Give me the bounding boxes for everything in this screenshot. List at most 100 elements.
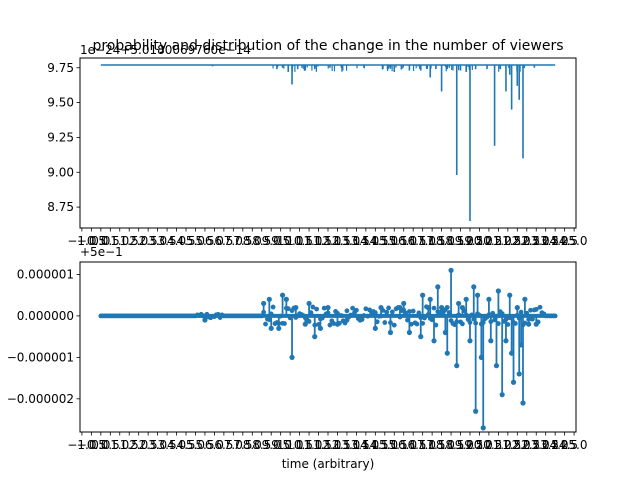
spike-point xyxy=(378,305,384,311)
spike-point xyxy=(471,284,477,290)
x-tick-label: 0.0 xyxy=(91,234,110,248)
x-tick-label: 5.5 xyxy=(195,234,214,248)
spike-point xyxy=(302,321,308,327)
bottom-x-ticks: −1.0−0.50.00.51.01.52.02.53.03.54.04.55.… xyxy=(67,432,587,452)
data-point xyxy=(444,305,450,310)
spike-point xyxy=(397,305,403,311)
y-tick-label: 0.000000 xyxy=(17,309,74,323)
spike-point xyxy=(357,317,363,323)
x-tick-label: 21.0 xyxy=(485,234,512,248)
x-tick-label: 25.0 xyxy=(561,438,588,452)
x-tick-label: 19.5 xyxy=(457,234,484,248)
x-tick-label: 15.0 xyxy=(371,234,398,248)
x-tick-label: 12.0 xyxy=(315,438,342,452)
x-tick-label: 6.5 xyxy=(214,234,233,248)
x-tick-label: 0.5 xyxy=(101,234,120,248)
x-tick-label: 15.5 xyxy=(381,438,408,452)
x-tick-label: 2.5 xyxy=(139,234,158,248)
x-tick-label: 3.5 xyxy=(158,234,177,248)
x-tick-label: 7.0 xyxy=(224,438,243,452)
spike-point xyxy=(293,305,299,311)
x-tick-label: 13.5 xyxy=(343,234,370,248)
y-tick-label: 8.75 xyxy=(47,200,74,214)
x-tick-label: 0.0 xyxy=(91,438,110,452)
x-tick-label: 23.0 xyxy=(523,234,550,248)
data-point xyxy=(407,309,412,314)
spike-point xyxy=(401,300,407,307)
x-tick-label: 11.0 xyxy=(296,234,323,248)
x-tick-label: 17.0 xyxy=(409,438,436,452)
spike-point xyxy=(514,305,520,311)
x-tick-label: 7.5 xyxy=(233,234,252,248)
bottom-subplot: +5e−1 −1.0−0.50.00.51.01.52.02.53.03.54.… xyxy=(7,245,588,471)
x-tick-label: 13.0 xyxy=(334,234,361,248)
data-point xyxy=(422,315,427,321)
data-point xyxy=(389,309,395,315)
data-point xyxy=(344,308,350,314)
spike-point xyxy=(473,408,479,414)
x-tick-label: 5.0 xyxy=(186,234,205,248)
top-data-line xyxy=(100,64,556,222)
spike-point xyxy=(406,329,413,336)
spike-point xyxy=(268,325,274,331)
y-tick-label: −0.000002 xyxy=(7,392,74,406)
spike-point xyxy=(312,334,318,340)
x-tick-label: 3.0 xyxy=(148,234,167,248)
data-point xyxy=(528,307,533,313)
x-tick-label: 7.0 xyxy=(224,234,243,248)
x-tick-label: −1.0 xyxy=(67,438,96,452)
spike-point xyxy=(448,267,454,273)
spike-point xyxy=(493,363,500,369)
spike-point xyxy=(467,338,473,344)
x-tick-label: 17.5 xyxy=(419,438,446,452)
x-tick-label: 19.0 xyxy=(447,234,474,248)
x-tick-label: 5.0 xyxy=(186,438,205,452)
x-tick-label: 10.0 xyxy=(277,438,304,452)
spike-point xyxy=(474,292,481,298)
x-tick-label: 24.5 xyxy=(551,234,578,248)
data-point xyxy=(431,305,437,311)
spike-point xyxy=(459,305,466,311)
x-tick-label: 5.5 xyxy=(195,438,214,452)
spike-point xyxy=(420,292,426,298)
x-tick-label: 18.5 xyxy=(438,438,465,452)
x-tick-label: 15.5 xyxy=(381,234,408,248)
data-point xyxy=(537,304,543,310)
data-point xyxy=(348,312,354,318)
data-point xyxy=(490,310,496,316)
data-point xyxy=(391,322,397,328)
x-axis-label: time (arbitrary) xyxy=(282,457,375,471)
x-tick-label: 1.0 xyxy=(110,438,129,452)
x-tick-label: 13.0 xyxy=(334,438,361,452)
x-tick-label: 9.5 xyxy=(271,234,290,248)
x-tick-label: 8.0 xyxy=(243,234,262,248)
x-tick-label: 10.0 xyxy=(277,234,304,248)
data-point xyxy=(378,313,384,319)
x-tick-label: 15.0 xyxy=(371,438,398,452)
x-tick-label: 17.5 xyxy=(419,234,446,248)
x-tick-label: 3.0 xyxy=(148,438,167,452)
x-tick-label: 18.0 xyxy=(428,438,455,452)
bottom-axes-frame xyxy=(79,261,577,433)
x-tick-label: 10.5 xyxy=(286,438,313,452)
x-tick-label: 23.0 xyxy=(523,438,550,452)
data-point xyxy=(410,308,416,314)
x-tick-label: 7.5 xyxy=(233,438,252,452)
y-tick-label: 0.000001 xyxy=(17,267,74,281)
x-tick-label: 16.0 xyxy=(390,438,417,452)
spike-point xyxy=(486,296,492,302)
x-tick-label: 17.0 xyxy=(409,234,436,248)
data-point xyxy=(335,310,340,316)
x-tick-label: 3.5 xyxy=(158,438,177,452)
spike-point xyxy=(261,300,267,307)
spike-point xyxy=(503,338,509,344)
x-tick-label: 21.5 xyxy=(494,438,521,452)
x-tick-label: 1.0 xyxy=(110,234,129,248)
data-point xyxy=(361,313,367,318)
x-tick-label: 6.0 xyxy=(205,234,224,248)
spike-point xyxy=(279,292,286,298)
spike-point xyxy=(454,363,460,369)
y-tick-label: 9.50 xyxy=(47,96,74,110)
spike-point xyxy=(334,321,341,327)
x-tick-label: 8.5 xyxy=(252,234,271,248)
